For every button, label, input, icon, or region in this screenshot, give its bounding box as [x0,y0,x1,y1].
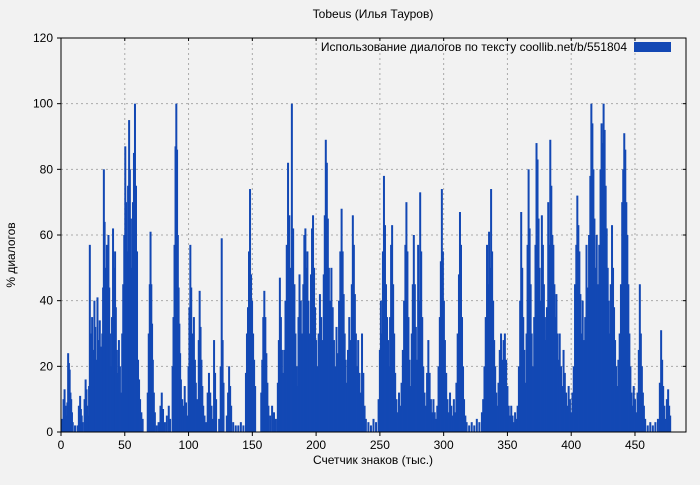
y-axis-title: % диалогов [4,222,18,287]
bars-series [61,103,672,433]
x-tick-label: 50 [118,438,132,452]
x-tick-label: 450 [625,438,645,452]
x-tick-label: 350 [497,438,517,452]
x-tick-label: 250 [370,438,390,452]
y-tick-label: 20 [40,359,54,373]
chart-title: Tobeus (Илья Тауров) [313,7,434,21]
y-tick-label: 80 [40,162,54,176]
y-tick-label: 100 [33,97,53,111]
legend-label: Использование диалогов по тексту coollib… [321,40,627,54]
x-tick-label: 0 [58,438,65,452]
plot-border [60,37,687,433]
x-tick-label: 150 [242,438,262,452]
x-tick-label: 400 [561,438,581,452]
y-tick-label: 120 [33,31,53,45]
x-tick-label: 200 [306,438,326,452]
x-tick-label: 300 [434,438,454,452]
x-axis-title: Счетчик знаков (тыс.) [313,453,433,467]
x-tick-label: 100 [179,438,199,452]
y-tick-label: 0 [46,425,53,439]
y-tick-label: 60 [40,228,54,242]
axis-tick-labels: 0 50 100 150 200 250 300 350 400 450 0 20 40 60 80 100 1… [33,31,645,452]
y-tick-label: 40 [40,294,54,308]
legend-swatch [634,42,671,52]
